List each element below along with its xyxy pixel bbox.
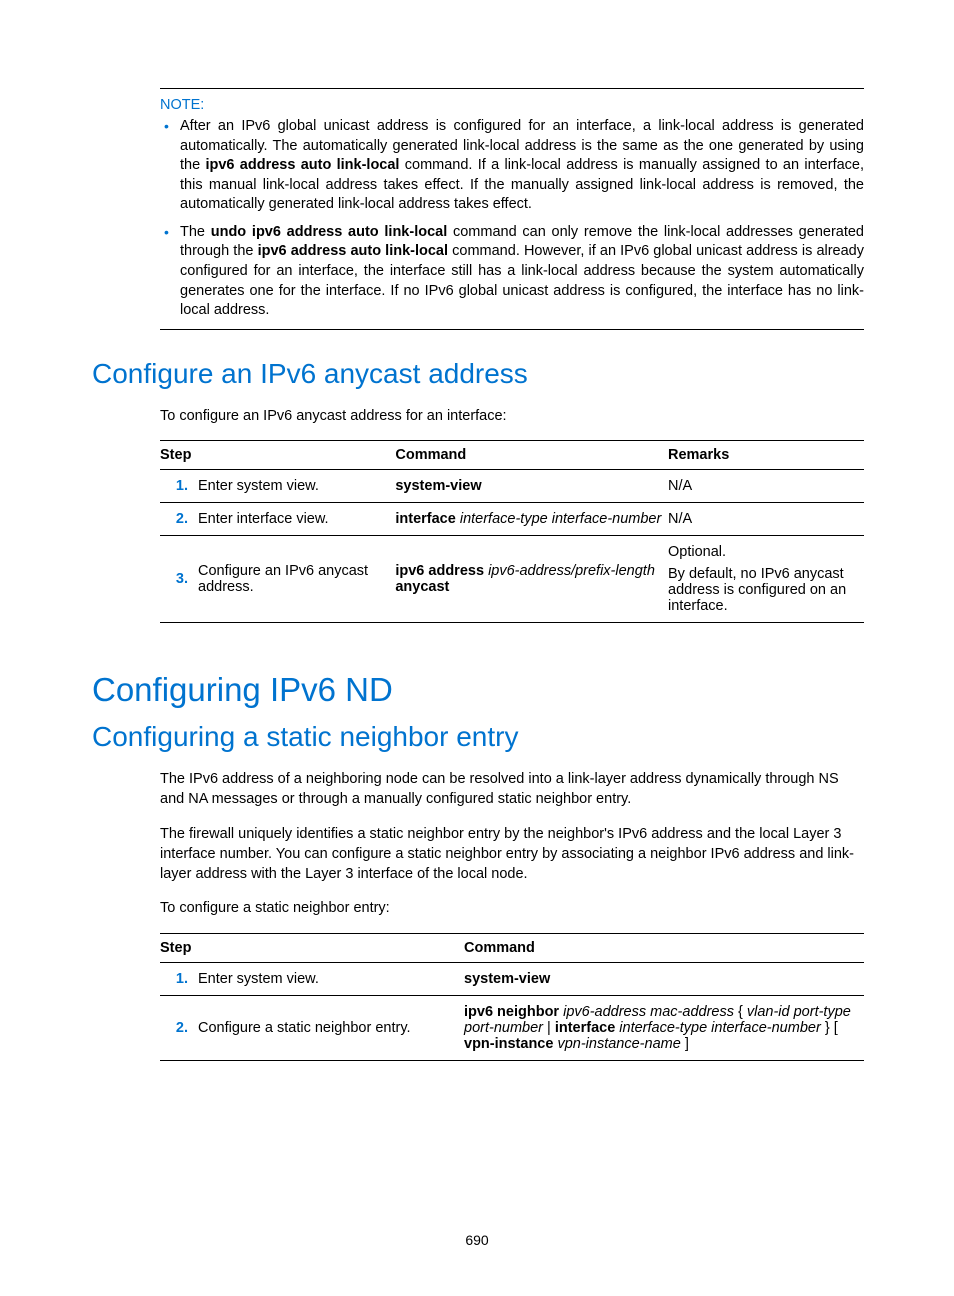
c-t3: } [ <box>821 1020 838 1036</box>
table-header-row: Step Command Remarks <box>160 440 864 469</box>
note-2-pre: The <box>180 224 211 240</box>
step-text: Enter interface view. <box>198 502 395 535</box>
table-row: 3. Configure an IPv6 anycast address. ip… <box>160 535 864 622</box>
th-command: Command <box>395 440 668 469</box>
note-list: After an IPv6 global unicast address is … <box>160 117 864 321</box>
step-text: Configure a static neighbor entry. <box>198 995 464 1060</box>
cmd-bold: interface <box>395 511 455 527</box>
anycast-table: Step Command Remarks 1. Enter system vie… <box>160 440 864 623</box>
note-item-1: After an IPv6 global unicast address is … <box>180 117 864 215</box>
para-2: The firewall uniquely identifies a stati… <box>160 824 864 885</box>
c-i1: ipv6-address mac-address <box>563 1004 734 1020</box>
command-cell: system-view <box>395 469 668 502</box>
step-text: Enter system view. <box>198 962 464 995</box>
c-t1: { <box>734 1004 747 1020</box>
table-header-row: Step Command <box>160 933 864 962</box>
step-text: Enter system view. <box>198 469 395 502</box>
table-row: 1. Enter system view. system-view N/A <box>160 469 864 502</box>
command-cell: interface interface-type interface-numbe… <box>395 502 668 535</box>
cmd-bold: system-view <box>464 971 550 987</box>
static-neighbor-heading: Configuring a static neighbor entry <box>92 721 864 753</box>
ipv6-nd-heading: Configuring IPv6 ND <box>92 671 864 709</box>
para-3: To configure a static neighbor entry: <box>160 898 864 918</box>
anycast-intro: To configure an IPv6 anycast address for… <box>160 406 864 426</box>
th-remarks: Remarks <box>668 440 864 469</box>
c-t4: ] <box>681 1036 689 1052</box>
remarks-line1: Optional. <box>668 544 858 560</box>
c-b1: ipv6 neighbor <box>464 1004 559 1020</box>
remarks-cell: N/A <box>668 469 864 502</box>
c-i4: vpn-instance-name <box>557 1036 680 1052</box>
c-b2: interface <box>555 1020 615 1036</box>
note-2-bold1: undo ipv6 address auto link-local <box>211 224 448 240</box>
th-command: Command <box>464 933 864 962</box>
note-item-2: The undo ipv6 address auto link-local co… <box>180 223 864 321</box>
note-box: NOTE: After an IPv6 global unicast addre… <box>160 88 864 330</box>
cmd-bold: system-view <box>395 478 481 494</box>
remarks-cell: N/A <box>668 502 864 535</box>
cmd-italic: ipv6-address/prefix-length <box>488 563 655 579</box>
remarks-line2: By default, no IPv6 anycast address is c… <box>668 566 858 614</box>
remarks-cell: Optional. By default, no IPv6 anycast ad… <box>668 535 864 622</box>
step-number: 1. <box>160 469 198 502</box>
page-number: 690 <box>0 1232 954 1248</box>
step-number: 1. <box>160 962 198 995</box>
th-step: Step <box>160 440 395 469</box>
table-row: 2. Enter interface view. interface inter… <box>160 502 864 535</box>
note-1-bold: ipv6 address auto link-local <box>205 157 399 173</box>
note-title: NOTE: <box>160 97 864 113</box>
neighbor-table: Step Command 1. Enter system view. syste… <box>160 933 864 1061</box>
cmd-bold: ipv6 address <box>395 563 484 579</box>
c-t2: | <box>543 1020 555 1036</box>
cmd-bold2: anycast <box>395 579 449 595</box>
command-cell: system-view <box>464 962 864 995</box>
note-2-bold2: ipv6 address auto link-local <box>258 243 448 259</box>
table-row: 1. Enter system view. system-view <box>160 962 864 995</box>
page: NOTE: After an IPv6 global unicast addre… <box>0 0 954 1296</box>
step-text: Configure an IPv6 anycast address. <box>198 535 395 622</box>
anycast-heading: Configure an IPv6 anycast address <box>92 358 864 390</box>
table-row: 2. Configure a static neighbor entry. ip… <box>160 995 864 1060</box>
step-number: 3. <box>160 535 198 622</box>
command-cell: ipv6 address ipv6-address/prefix-length … <box>395 535 668 622</box>
step-number: 2. <box>160 502 198 535</box>
command-cell: ipv6 neighbor ipv6-address mac-address {… <box>464 995 864 1060</box>
cmd-italic: interface-type interface-number <box>460 511 662 527</box>
th-step: Step <box>160 933 464 962</box>
para-1: The IPv6 address of a neighboring node c… <box>160 769 864 810</box>
c-i3: interface-type interface-number <box>619 1020 821 1036</box>
step-number: 2. <box>160 995 198 1060</box>
c-b3: vpn-instance <box>464 1036 553 1052</box>
